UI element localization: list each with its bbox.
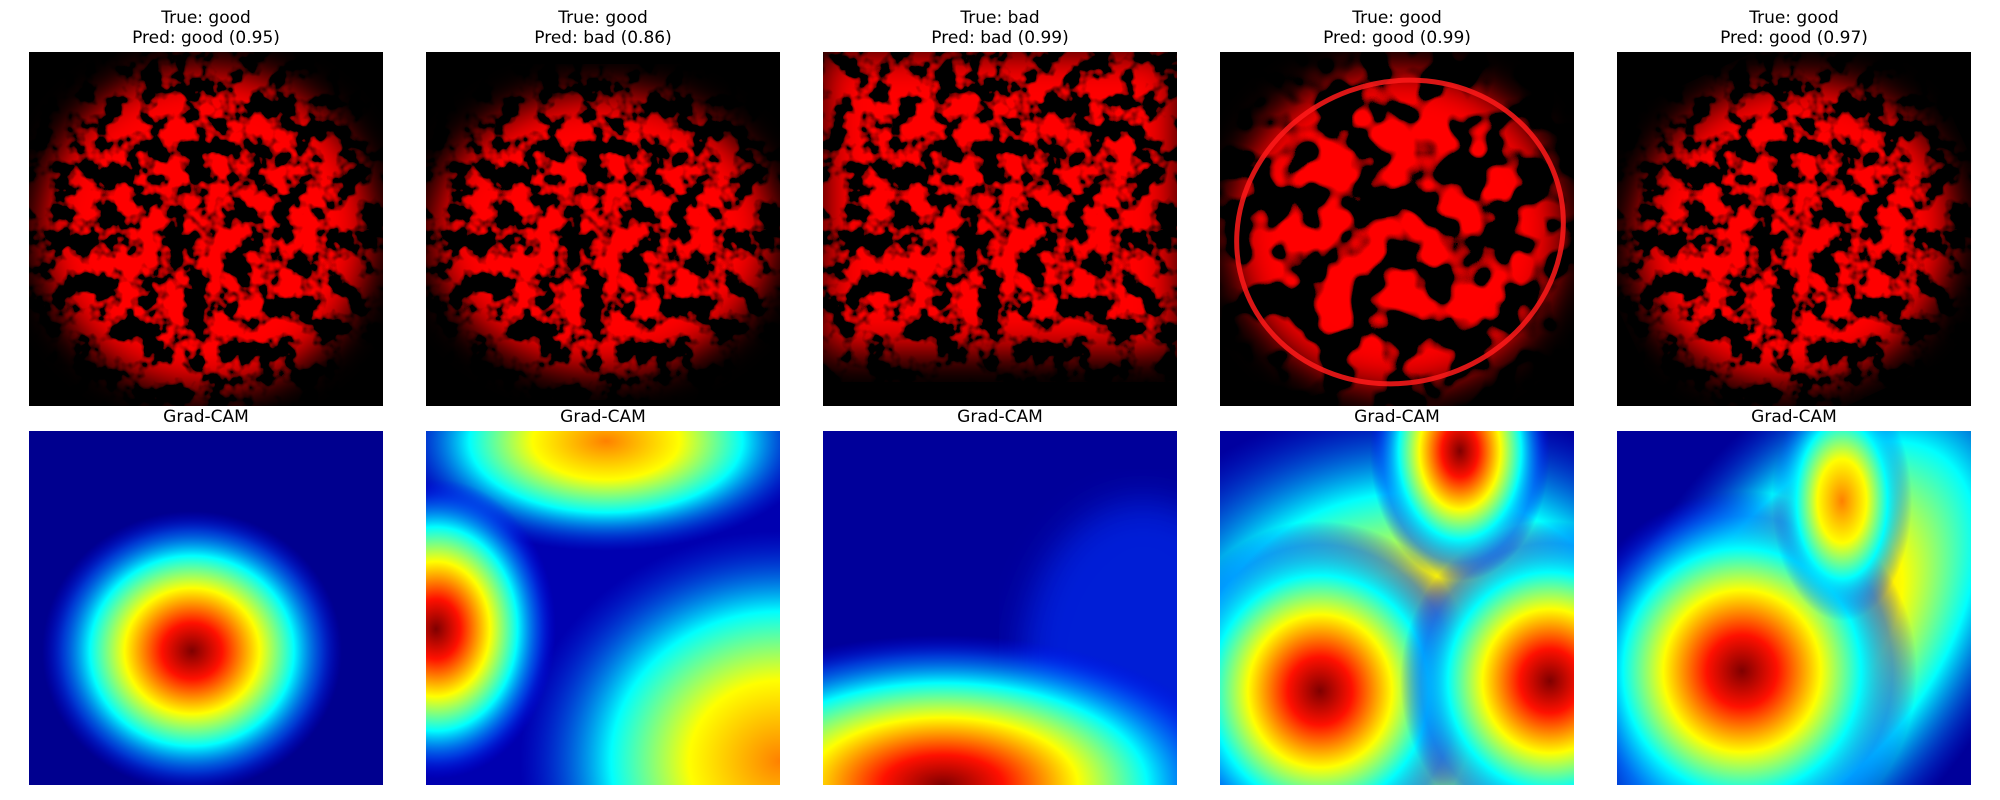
heatmap <box>426 431 780 785</box>
panel: True: good Pred: good (0.95) Grad-CAM <box>29 8 383 785</box>
micrograph <box>823 52 1177 406</box>
pred-label: Pred: bad (0.86) <box>534 28 671 48</box>
true-label: True: good <box>1748 8 1839 28</box>
micrograph <box>426 52 780 406</box>
cam-title: Grad-CAM <box>560 407 646 427</box>
heatmap <box>823 431 1177 785</box>
heatmap <box>1617 431 1971 785</box>
panel: True: good Pred: good (0.99) Grad-CAM <box>1220 8 1574 785</box>
cam-title: Grad-CAM <box>1751 407 1837 427</box>
true-label: True: good <box>160 8 251 28</box>
pred-label: Pred: good (0.95) <box>132 28 280 48</box>
pred-label: Pred: bad (0.99) <box>931 28 1068 48</box>
panel: True: good Pred: good (0.97) Grad-CAM <box>1617 8 1971 785</box>
micrograph <box>29 52 383 406</box>
cam-title: Grad-CAM <box>1354 407 1440 427</box>
pred-label: Pred: good (0.97) <box>1720 28 1868 48</box>
pred-label: Pred: good (0.99) <box>1323 28 1471 48</box>
true-label: True: good <box>1351 8 1442 28</box>
cam-title: Grad-CAM <box>163 407 249 427</box>
panel: True: good Pred: bad (0.86) Grad-CAM <box>426 8 780 785</box>
heatmap <box>1220 431 1574 785</box>
heatmap <box>29 431 383 785</box>
true-label: True: good <box>557 8 648 28</box>
true-label: True: bad <box>959 8 1039 28</box>
micrograph <box>1220 52 1574 406</box>
panel: True: bad Pred: bad (0.99) Grad-CAM <box>823 8 1177 785</box>
micrograph <box>1617 52 1971 406</box>
cam-title: Grad-CAM <box>957 407 1043 427</box>
